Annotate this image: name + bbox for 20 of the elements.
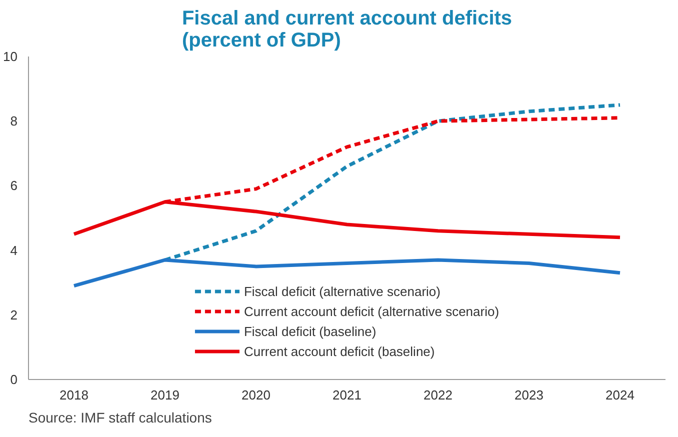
y-tick-label: 10 — [3, 49, 18, 64]
x-tick-label: 2020 — [242, 388, 270, 402]
line-series — [72, 258, 622, 288]
source-note: Source: IMF staff calculations — [28, 410, 212, 426]
y-tick-label: 8 — [10, 114, 18, 129]
x-tick-label: 2023 — [514, 388, 544, 402]
y-tick-label: 4 — [10, 242, 18, 258]
y-tick-label: 0 — [10, 372, 18, 387]
x-tick-label: 2022 — [424, 388, 452, 402]
legend-label: Fiscal deficit (baseline) — [244, 324, 376, 338]
x-tick-label: 2024 — [606, 388, 634, 402]
legend-label: Current account deficit (alternative scenario) — [244, 304, 500, 318]
chart-title: Fiscal and current account deficits (percent of GDP) — [182, 8, 512, 52]
x-tick-label: 2018 — [60, 388, 88, 402]
x-tick-label: 2019 — [150, 388, 180, 402]
y-tick-label: 6 — [10, 178, 18, 194]
legend-label: Fiscal deficit (alternative scenario) — [244, 284, 440, 298]
x-tick-label: 2021 — [332, 388, 362, 402]
legend-label: Current account deficit (baseline) — [244, 344, 435, 358]
y-tick-label: 2 — [10, 307, 18, 322]
